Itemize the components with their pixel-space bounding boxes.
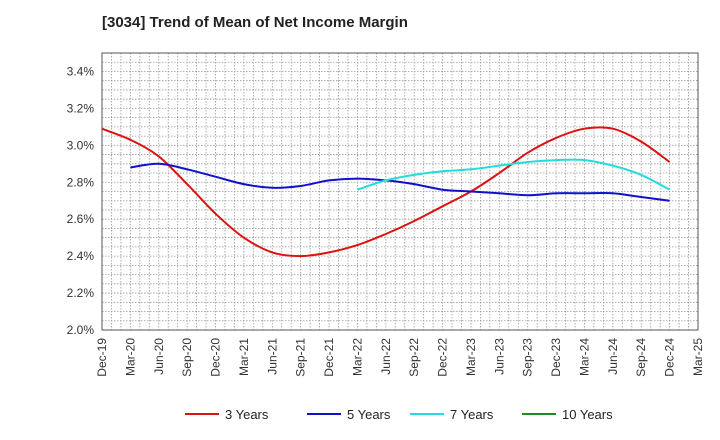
x-tick-label: Mar-23 <box>464 338 478 376</box>
y-tick-label: 2.0% <box>67 323 95 337</box>
x-tick-label: Jun-23 <box>492 338 506 375</box>
x-tick-label: Mar-21 <box>237 338 251 376</box>
y-tick-label: 3.0% <box>67 138 95 152</box>
legend-label: 7 Years <box>450 407 494 422</box>
x-tick-label: Jun-22 <box>379 338 393 375</box>
y-tick-label: 3.2% <box>67 101 95 115</box>
x-tick-label: Sep-24 <box>634 338 648 377</box>
x-tick-label: Dec-24 <box>663 338 677 377</box>
x-tick-label: Mar-25 <box>691 338 705 376</box>
x-tick-label: Mar-20 <box>123 338 137 376</box>
legend-label: 10 Years <box>562 407 613 422</box>
legend-label: 5 Years <box>347 407 391 422</box>
series-line-3-years <box>101 126 671 258</box>
series-line-7-years <box>357 158 671 191</box>
x-tick-label: Sep-21 <box>294 338 308 377</box>
x-tick-label: Dec-21 <box>322 338 336 377</box>
x-tick-label: Dec-19 <box>95 338 109 377</box>
x-tick-label: Sep-20 <box>180 338 194 377</box>
x-tick-label: Mar-24 <box>577 338 591 376</box>
x-tick-label: Dec-20 <box>209 338 223 377</box>
y-tick-label: 3.4% <box>67 64 95 78</box>
x-tick-label: Jun-20 <box>152 338 166 375</box>
chart-title: [3034] Trend of Mean of Net Income Margi… <box>102 14 408 31</box>
y-tick-label: 2.2% <box>67 286 95 300</box>
series-line-5-years <box>130 162 670 202</box>
x-tick-label: Mar-22 <box>350 338 364 376</box>
y-tick-label: 2.6% <box>67 212 95 226</box>
x-tick-label: Dec-23 <box>549 338 563 377</box>
y-tick-label: 2.8% <box>67 175 95 189</box>
y-tick-label: 2.4% <box>67 249 95 263</box>
x-tick-label: Jun-21 <box>265 338 279 375</box>
x-tick-label: Dec-22 <box>436 338 450 377</box>
plot-border <box>101 52 699 331</box>
x-tick-label: Sep-22 <box>407 338 421 377</box>
x-tick-label: Jun-24 <box>606 338 620 375</box>
x-tick-label: Sep-23 <box>521 338 535 377</box>
legend-label: 3 Years <box>225 407 269 422</box>
